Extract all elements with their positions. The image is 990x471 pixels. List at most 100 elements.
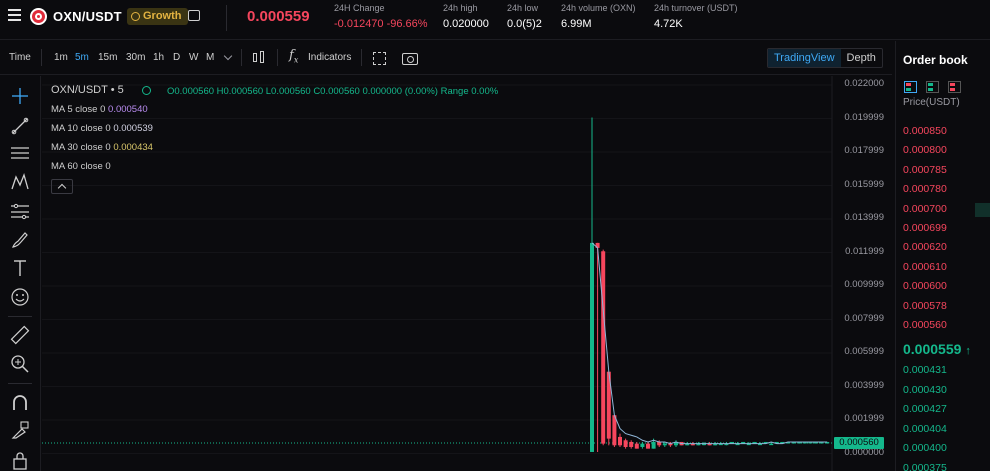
- stat-24h-change: 24H Change -0.012470 -96.66%: [334, 3, 428, 30]
- tab-depth[interactable]: Depth: [846, 52, 876, 64]
- trend-line-icon[interactable]: [10, 116, 30, 136]
- candle-body: [685, 443, 690, 446]
- y-axis-tick: 0.019999: [844, 111, 884, 123]
- candle-type-icon[interactable]: [252, 50, 266, 66]
- y-axis-tick: 0.001999: [844, 413, 884, 424]
- interval-1h[interactable]: 1h: [153, 52, 165, 63]
- both-sides-icon[interactable]: [904, 81, 917, 93]
- indicators-icon[interactable]: fx: [289, 48, 299, 65]
- menu-icon[interactable]: [8, 9, 22, 23]
- ma5-value: 0.000540: [108, 104, 148, 115]
- candle-body: [819, 441, 824, 444]
- legend-ma60: MA 60 close 0: [51, 161, 111, 172]
- ask-row[interactable]: 0.000578: [903, 299, 947, 312]
- ma10-value: 0.000539: [113, 123, 153, 134]
- candle-body: [646, 443, 650, 449]
- candle-body: [774, 441, 779, 444]
- interval-m[interactable]: M: [206, 52, 215, 63]
- toolbar-divider: [361, 49, 362, 66]
- interval-dropdown-icon[interactable]: [223, 51, 233, 61]
- candle-body: [634, 443, 639, 449]
- candle-body: [696, 443, 701, 446]
- ma5-label: MA 5 close 0: [51, 104, 106, 115]
- ask-row[interactable]: 0.000600: [903, 280, 947, 293]
- share-icon[interactable]: [188, 10, 200, 21]
- candle-body: [629, 441, 634, 447]
- mid-price: 0.000559 ↑: [903, 341, 971, 357]
- interval-1m[interactable]: 1m: [54, 52, 68, 63]
- candle-body: [791, 441, 796, 444]
- y-axis-tick: 0.017999: [844, 145, 884, 156]
- fullscreen-icon[interactable]: [373, 52, 386, 65]
- lock-draw-icon[interactable]: [10, 421, 30, 441]
- stat-value: 0.020000: [443, 18, 489, 30]
- stat-label: 24h low: [507, 3, 539, 13]
- candle-body: [590, 242, 594, 452]
- text-icon[interactable]: [10, 258, 30, 278]
- interval-d[interactable]: D: [173, 52, 181, 63]
- candle-body: [780, 441, 785, 444]
- stat-24h-volume: 24h volume (OXN) 6.99M: [561, 3, 636, 30]
- emoji-icon[interactable]: [10, 287, 30, 307]
- stat-value: 6.99M: [561, 18, 592, 30]
- ask-row[interactable]: 0.000780: [903, 183, 947, 196]
- market-header: OXN/USDT Growth 0.000559 24H Change -0.0…: [0, 0, 990, 40]
- candle-body: [674, 441, 678, 446]
- y-axis-tick: 0.003999: [844, 379, 884, 391]
- interval-5m[interactable]: 5m: [75, 52, 89, 63]
- price-chart[interactable]: OXN/USDT • 5 O0.000560 H0.000560 L0.0005…: [42, 76, 892, 471]
- collapse-legend-button[interactable]: [51, 179, 73, 194]
- pattern-icon[interactable]: [10, 172, 30, 192]
- indicators-button[interactable]: Indicators: [308, 52, 352, 63]
- growth-badge: Growth: [127, 8, 188, 25]
- stat-value: 4.72K: [654, 18, 683, 30]
- bid-row[interactable]: 0.000431: [903, 364, 947, 376]
- ask-row[interactable]: 0.000699: [903, 222, 947, 234]
- candle-body: [668, 443, 673, 446]
- bid-row[interactable]: 0.000404: [903, 422, 947, 435]
- ask-row[interactable]: 0.000610: [903, 260, 947, 273]
- pair-title[interactable]: OXN/USDT: [53, 9, 122, 24]
- ask-row[interactable]: 0.000800: [903, 144, 947, 157]
- bids-only-icon[interactable]: [926, 81, 939, 93]
- candle-body: [797, 441, 802, 444]
- bid-row[interactable]: 0.000400: [903, 442, 947, 454]
- moving-average-line: [591, 242, 828, 445]
- candle-body: [808, 441, 813, 444]
- candle-body: [758, 443, 762, 446]
- tab-tradingview[interactable]: TradingView: [768, 49, 841, 67]
- candle-body: [601, 251, 606, 444]
- interval-w[interactable]: W: [189, 52, 199, 63]
- candle-body: [752, 441, 757, 444]
- screenshot-icon[interactable]: [402, 53, 418, 65]
- ruler-icon[interactable]: [10, 325, 30, 345]
- interval-15m[interactable]: 15m: [98, 52, 118, 63]
- candle-body: [713, 443, 718, 446]
- horizontal-lines-icon[interactable]: [10, 143, 30, 163]
- zoom-icon[interactable]: [10, 354, 30, 374]
- interval-30m[interactable]: 30m: [126, 52, 146, 63]
- drawing-toolbar: [0, 76, 41, 471]
- fib-icon[interactable]: [10, 201, 30, 221]
- bid-row[interactable]: 0.000375: [903, 461, 947, 471]
- order-book-title: Order book: [903, 53, 968, 67]
- ma60-label: MA 60 close 0: [51, 161, 111, 172]
- candle-body: [802, 441, 807, 444]
- order-book: Order book Price(USDT) 0.000850 0.000800 0…: [895, 41, 990, 471]
- crosshair-icon[interactable]: [10, 86, 30, 106]
- brush-icon[interactable]: [10, 230, 30, 250]
- ask-row[interactable]: 0.000785: [903, 163, 947, 176]
- ask-row[interactable]: 0.000850: [903, 125, 947, 137]
- asks-only-icon[interactable]: [948, 81, 961, 93]
- bid-row[interactable]: 0.000427: [903, 403, 947, 415]
- ask-row[interactable]: 0.000560: [903, 319, 947, 331]
- candle-body: [612, 415, 617, 446]
- magnet-icon[interactable]: [10, 393, 30, 413]
- candle-body: [606, 371, 611, 439]
- ask-row[interactable]: 0.000620: [903, 241, 947, 254]
- time-label[interactable]: Time: [9, 52, 31, 63]
- bid-row[interactable]: 0.000430: [903, 383, 947, 396]
- candle-body: [707, 443, 712, 446]
- lock-icon[interactable]: [10, 450, 30, 470]
- ask-row[interactable]: 0.000700: [903, 202, 947, 215]
